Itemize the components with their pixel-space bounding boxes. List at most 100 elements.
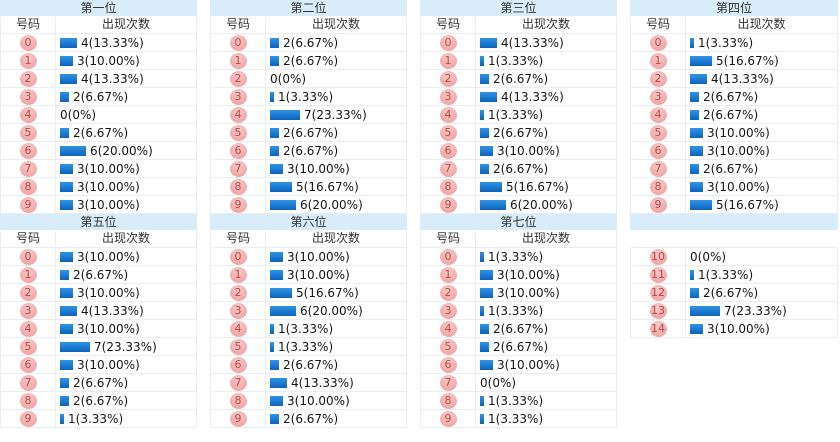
count-label: 1(3.33%) [278,89,334,104]
number-cell: 9 [631,196,686,213]
table-title: 第三位 [420,0,617,17]
table-row: 1 1(3.33%) [420,52,617,70]
count-cell: 5(16.67%) [686,196,837,213]
number-cell: 2 [1,70,56,87]
number-cell: 4 [631,106,686,123]
number-badge: 0 [649,34,667,51]
count-cell: 1(3.33%) [686,34,837,51]
number-column-header: 号码 [1,231,56,247]
table-row: 0 4(13.33%) [420,34,617,52]
count-label: 2(6.67%) [283,53,339,68]
number-cell: 5 [421,124,476,141]
number-cell: 9 [1,196,56,213]
count-label: 3(10.00%) [77,321,140,336]
number-badge: 7 [19,374,37,391]
frequency-bar [480,341,489,352]
number-cell: 2 [421,284,476,301]
count-cell: 2(6.67%) [686,88,837,105]
count-cell: 3(10.00%) [56,320,196,337]
count-label: 1(3.33%) [488,303,544,318]
count-cell: 2(6.67%) [56,124,196,141]
number-cell: 1 [421,52,476,69]
frequency-bar [270,127,279,138]
count-label: 1(3.33%) [278,339,334,354]
frequency-bar [480,395,484,406]
table-header: 号码 出现次数 [420,231,617,248]
table-row: 10 0(0%) [630,248,838,266]
count-cell: 3(10.00%) [56,196,196,213]
table-row: 3 1(3.33%) [420,302,617,320]
frequency-bar [60,377,69,388]
number-cell: 3 [211,88,266,105]
table-row: 1 2(6.67%) [0,266,197,284]
frequency-bar [480,163,489,174]
number-badge: 7 [439,160,457,177]
count-cell: 4(13.33%) [56,70,196,87]
number-cell: 4 [211,320,266,337]
table-row: 7 4(13.33%) [210,374,407,392]
frequency-bar [690,269,694,280]
number-cell: 5 [1,338,56,355]
number-badge: 5 [229,124,247,141]
count-label: 3(10.00%) [707,143,770,158]
number-badge: 5 [439,338,457,355]
number-column-header: 号码 [1,17,56,33]
number-badge: 2 [229,70,247,87]
count-cell: 1(3.33%) [266,320,406,337]
position-table: 第五位 号码 出现次数 0 3(10.00%) 1 2(6.67%) 2 3(1… [0,214,197,428]
frequency-bar [270,55,279,66]
number-badge: 1 [19,52,37,69]
count-cell: 2(6.67%) [266,142,406,159]
frequency-bar [60,269,69,280]
frequency-bar [60,163,73,174]
number-badge: 4 [649,106,667,123]
count-label: 2(6.67%) [73,375,129,390]
count-label: 6(20.00%) [90,143,153,158]
number-badge: 2 [439,284,457,301]
count-label: 1(3.33%) [488,249,544,264]
count-cell: 7(23.33%) [686,302,837,319]
table-row: 3 2(6.67%) [0,88,197,106]
number-badge: 7 [229,160,247,177]
count-label: 2(6.67%) [283,411,339,426]
count-column-header: 出现次数 [311,17,360,31]
count-cell: 0(0%) [686,248,837,265]
count-cell: 0(0%) [56,106,196,123]
number-cell: 6 [1,356,56,373]
number-badge: 3 [649,88,667,105]
count-label: 3(10.00%) [77,197,140,212]
frequency-bar [690,305,720,316]
count-cell: 6(20.00%) [266,302,406,319]
count-label: 4(13.33%) [711,71,774,86]
number-cell: 6 [211,356,266,373]
count-cell: 2(6.67%) [266,410,406,427]
count-cell: 3(10.00%) [686,320,837,337]
frequency-bar [270,181,292,192]
count-label: 4(13.33%) [81,71,144,86]
table-title: 第二位 [210,0,407,17]
table-row: 2 2(6.67%) [420,70,617,88]
table-row: 4 2(6.67%) [420,320,617,338]
count-cell: 2(6.67%) [266,356,406,373]
count-cell: 7(23.33%) [266,106,406,123]
table-row: 3 6(20.00%) [210,302,407,320]
number-cell: 13 [631,302,686,319]
count-label: 0(0%) [480,375,517,390]
frequency-bar [690,127,703,138]
count-cell: 3(10.00%) [56,356,196,373]
frequency-bar [480,127,489,138]
number-cell: 9 [421,410,476,427]
table-row: 9 6(20.00%) [420,196,617,214]
count-label: 6(20.00%) [300,303,363,318]
count-cell: 6(20.00%) [476,196,616,213]
count-cell: 1(3.33%) [476,302,616,319]
count-label: 0(0%) [690,249,727,264]
count-cell: 2(6.67%) [686,106,837,123]
count-cell: 5(16.67%) [686,52,837,69]
table-header [630,231,838,248]
table-row: 7 0(0%) [420,374,617,392]
number-badge: 6 [439,356,457,373]
number-badge: 6 [229,142,247,159]
number-badge: 1 [439,52,457,69]
count-cell: 5(16.67%) [476,178,616,195]
